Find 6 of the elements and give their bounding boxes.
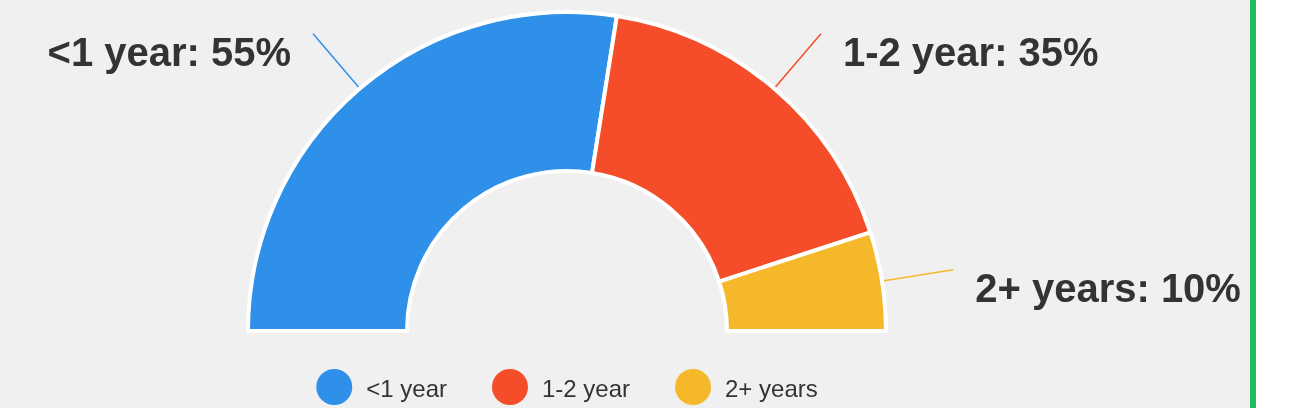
legend-label: 2+ years [725,374,818,402]
data-label: 1-2 year: 35% [842,29,1099,74]
legend-label: <1 year [366,374,447,402]
data-label: <1 year: 55% [47,29,292,74]
legend-label: 1-2 year [541,374,631,402]
data-label: 2+ years: 10% [975,265,1241,310]
